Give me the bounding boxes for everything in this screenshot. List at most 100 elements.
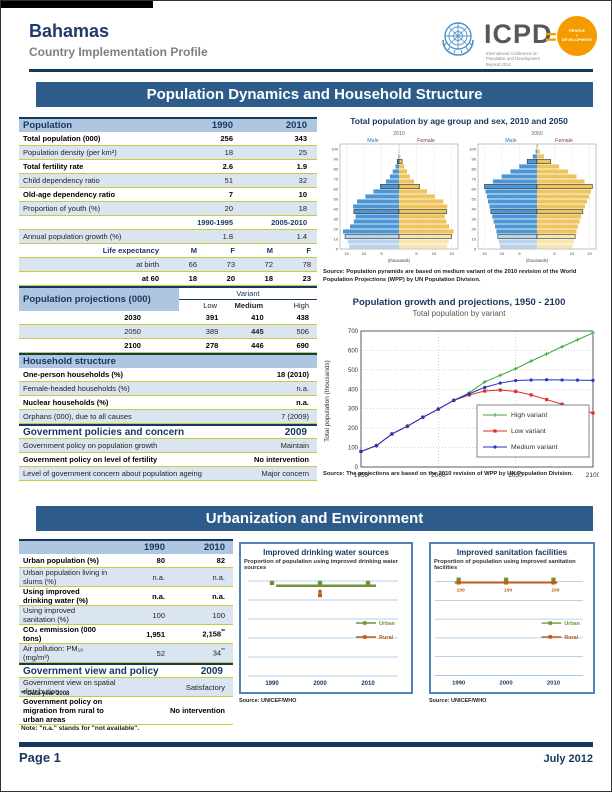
- row-value: n.a.: [296, 384, 309, 393]
- row-label: Government policy on migration from rura…: [23, 697, 104, 724]
- svg-text:40: 40: [334, 207, 339, 212]
- value-1990: n.a.: [152, 572, 165, 582]
- icpd-circle-logo: PEOPLE + DEVELOPMENT: [557, 16, 597, 56]
- population-table-header: Population 1990 2010: [19, 117, 317, 132]
- svg-text:Female: Female: [555, 138, 573, 144]
- col-f: F: [306, 246, 311, 255]
- svg-text:Rural: Rural: [564, 635, 578, 641]
- svg-text:10: 10: [500, 251, 505, 256]
- year-2009: 2009: [200, 665, 223, 677]
- svg-text:100: 100: [457, 587, 465, 593]
- svg-text:60: 60: [472, 187, 477, 192]
- drinking-water-chart-box: Improved drinking water sources Proporti…: [239, 542, 413, 694]
- svg-text:15: 15: [344, 251, 349, 256]
- table-row: Government policy on migration from rura…: [19, 697, 233, 725]
- row-value: No intervention: [253, 455, 309, 464]
- projections-header: Population projections (000) Variant Low…: [19, 286, 317, 311]
- projections-rows: 2030 391 410 438 2050 389 445 506 2100 278 446 690: [19, 311, 317, 353]
- row-value: No intervention: [169, 706, 225, 715]
- circle-line: +: [575, 32, 579, 38]
- svg-text:15: 15: [482, 251, 487, 256]
- svg-text:1990: 1990: [452, 680, 466, 686]
- table-row: Government view on spatial distribution S…: [19, 678, 233, 697]
- table-row: Female-headed households (%) n.a.: [19, 382, 317, 396]
- section-banner-population: Population Dynamics and Household Struct…: [36, 82, 593, 107]
- svg-text:2010: 2010: [361, 681, 375, 687]
- tagline-line: Beyond 2014: [486, 61, 511, 67]
- row-label: at birth: [136, 260, 159, 269]
- row-label: Urban population living in slums (%): [23, 568, 108, 586]
- value-1990: 51: [224, 176, 233, 185]
- value-1990: 2.6: [222, 162, 233, 171]
- row-label: Annual population growth (%): [23, 232, 122, 241]
- svg-text:600: 600: [348, 348, 359, 354]
- table-row: Child dependency ratio 51 32: [19, 174, 317, 188]
- row-label: One-person households (%): [23, 370, 124, 379]
- row-label: Old-age dependency ratio: [23, 190, 116, 199]
- value-1990: 1.8: [222, 232, 233, 241]
- projections-title: Population projections (000): [19, 288, 179, 311]
- svg-text:20: 20: [334, 227, 339, 232]
- row-label: Total population (000): [23, 134, 101, 143]
- col-medium: Medium: [234, 301, 263, 310]
- country-title: Bahamas: [29, 21, 110, 41]
- svg-text:2050: 2050: [508, 472, 523, 479]
- table-row: One-person households (%) 18 (2010): [19, 368, 317, 382]
- line-chart-title: Population growth and projections, 1950 …: [352, 297, 566, 308]
- svg-text:Medium variant: Medium variant: [511, 444, 558, 451]
- life-value: 78: [302, 260, 311, 269]
- household-table-header: Household structure: [19, 353, 317, 368]
- svg-text:100: 100: [348, 446, 359, 452]
- table-row: Using improved drinking water (%) n.a. n.a…: [19, 587, 233, 606]
- un-logo-icon: [438, 17, 478, 62]
- population-projection-chart: 0 100 200 300 400 500 600 700 1950 2000 2050 2100 To…: [324, 329, 599, 479]
- footer-rule: [19, 742, 593, 747]
- projection-value: 506: [296, 327, 309, 336]
- svg-text:Urban: Urban: [379, 621, 396, 627]
- table-row: Government policy on population growth Ma…: [19, 439, 317, 453]
- value-1990: n.a.: [152, 591, 165, 601]
- tagline-line: Population and Development: [486, 56, 540, 62]
- value-2010: 34**: [212, 648, 225, 658]
- life-expectancy-label: Life expectancy: [102, 246, 159, 255]
- svg-text:0: 0: [336, 247, 339, 252]
- urbanization-table-header: 1990 2010: [19, 539, 233, 554]
- svg-text:80: 80: [472, 167, 477, 172]
- svg-text:10: 10: [334, 237, 339, 242]
- col-m: M: [190, 246, 197, 255]
- col-2010: 2010: [285, 120, 307, 131]
- svg-text:5: 5: [518, 251, 521, 256]
- svg-text:80: 80: [334, 167, 339, 172]
- row-value: Major concern: [261, 469, 309, 478]
- col-m: M: [266, 246, 273, 255]
- section-banner-urbanization: Urbanization and Environment: [36, 506, 593, 531]
- equals-sign: =: [545, 27, 557, 49]
- svg-text:30: 30: [472, 217, 477, 222]
- table-row: Total fertility rate 2.6 1.9: [19, 160, 317, 174]
- na-note: Note: "n.a." stands for "not available".: [21, 725, 140, 732]
- table-row: Annual population growth (%) 1.8 1.4: [19, 230, 317, 244]
- svg-text:2000: 2000: [313, 681, 327, 687]
- table-row: Population density (per km²) 18 25: [19, 146, 317, 160]
- sanitation-chart-title: Improved sanitation facilities: [456, 548, 568, 557]
- col-high: High: [293, 301, 309, 310]
- table-title: Government policies and concern: [23, 426, 185, 438]
- projection-value: 690: [296, 341, 309, 350]
- projection-year: 2100: [124, 341, 141, 350]
- svg-text:High variant: High variant: [511, 412, 547, 419]
- svg-text:0: 0: [355, 465, 359, 471]
- sanitation-chart-box: Improved sanitation facilities Proportio…: [429, 542, 595, 694]
- svg-text:100: 100: [469, 147, 476, 152]
- table-title: Household structure: [23, 355, 116, 367]
- circle-line: DEVELOPMENT: [561, 37, 593, 43]
- row-label: at 60: [141, 274, 159, 283]
- water-chart-source: Source: UNICEF/WHO: [239, 698, 297, 704]
- table-row: CO₂ emmission (000 tons) 1,951 2,158**: [19, 625, 233, 644]
- table-row: at birth 66 73 72 78: [19, 258, 317, 272]
- line-chart-subtitle: Total population by variant: [412, 309, 506, 318]
- life-value: 18: [264, 274, 273, 283]
- svg-text:90: 90: [334, 157, 339, 162]
- row-label: Child dependency ratio: [23, 176, 100, 185]
